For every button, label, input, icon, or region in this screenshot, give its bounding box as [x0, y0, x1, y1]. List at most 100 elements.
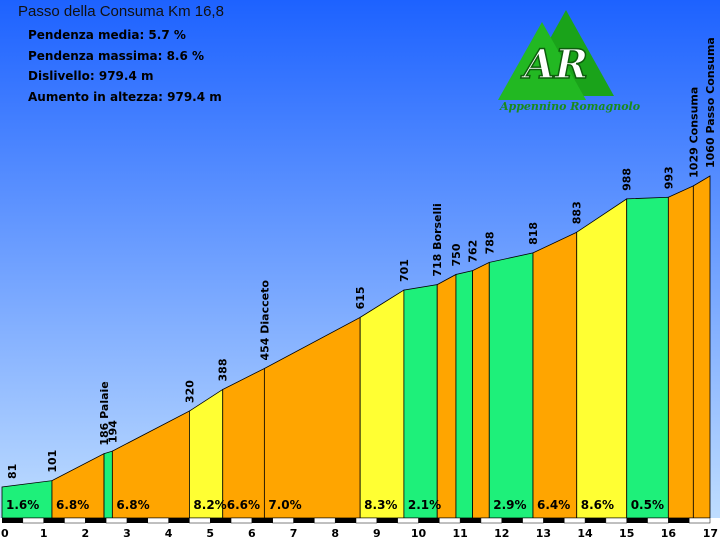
- elevation-label: 883: [571, 201, 584, 224]
- stat-average-gradient: Pendenza media: 5.7 %: [28, 28, 186, 42]
- logo-initials: AR: [520, 41, 588, 88]
- elevation-label: 1060 Passo Consuma: [704, 37, 717, 168]
- x-tick-label: 14: [577, 527, 593, 540]
- profile-segment: [667, 185, 694, 519]
- x-tick-label: 5: [206, 527, 214, 540]
- profile-segment: [532, 231, 578, 519]
- axis-scale-block: [210, 518, 232, 523]
- gradient-label: 1.6%: [6, 498, 39, 512]
- x-tick-label: 13: [536, 527, 551, 540]
- gradient-label: 8.2%: [193, 498, 226, 512]
- elevation-label: 701: [398, 259, 411, 282]
- axis-scale-block: [626, 518, 648, 523]
- axis-scale-block: [230, 517, 253, 524]
- elevation-label: 718 Borselli: [431, 203, 444, 276]
- gradient-labels-layer: 1.6% 6.8% 6.8% 8.2% 6.6% 7.0% 8.3% 2.1% 2.9% 6.4%…: [6, 498, 664, 512]
- x-tick-label: 15: [619, 527, 634, 540]
- x-tick-label: 9: [373, 527, 381, 540]
- stat-max-gradient: Pendenza massima: 8.6 %: [28, 48, 205, 63]
- x-tick-label: 2: [81, 527, 89, 540]
- axis-scale-block: [64, 517, 86, 524]
- axis-scale-block: [293, 518, 315, 523]
- appennino-romagnolo-logo: AR: [498, 10, 614, 100]
- x-tick-label: 6: [248, 527, 256, 540]
- axis-scale-block: [105, 517, 128, 524]
- x-tick-label: 7: [290, 527, 298, 540]
- x-tick-label: 0: [1, 527, 9, 540]
- axis-scale-block: [439, 517, 461, 524]
- profile-segment: [472, 261, 490, 519]
- elevation-label: 81: [6, 464, 19, 479]
- axis-scale-block: [314, 517, 336, 524]
- axis-scale-block: [376, 518, 398, 523]
- x-tick-label: 8: [331, 527, 339, 540]
- profile-segment: [576, 198, 628, 519]
- profile-segment: [626, 196, 669, 519]
- gradient-label: 2.9%: [493, 498, 526, 512]
- gradient-label: 7.0%: [268, 498, 301, 512]
- x-tick-label: 17: [703, 527, 718, 540]
- elevation-label: 988: [621, 168, 634, 191]
- axis-scale-block: [460, 518, 481, 523]
- gradient-label: 0.5%: [631, 498, 664, 512]
- axis-scale-block: [147, 517, 169, 524]
- x-tick-label: 12: [494, 527, 509, 540]
- axis-scale-block: [480, 517, 503, 524]
- chart-title: Passo della Consuma Km 16,8: [18, 3, 224, 20]
- elevation-label: 194: [106, 420, 119, 443]
- x-tick-label: 3: [123, 527, 131, 540]
- stats-panel: Pendenza media: 5.7 % Pendenza massima: …: [28, 25, 222, 107]
- x-tick-label: 10: [411, 527, 427, 540]
- elevation-label: 762: [467, 240, 480, 263]
- axis-scale-block: [168, 518, 190, 523]
- axis-scale-block: [397, 517, 419, 524]
- axis-scale-block: [605, 517, 627, 524]
- logo-mountain-left: [498, 22, 586, 100]
- profile-segment: [692, 175, 711, 519]
- elevation-label: 615: [354, 286, 367, 309]
- axis-scale-block: [272, 517, 294, 524]
- axis-scale-block: [668, 518, 690, 523]
- profile-segment: [488, 252, 534, 519]
- axis-scale-block: [126, 518, 148, 523]
- x-tick-label: 16: [661, 527, 677, 540]
- axis-scale-block: [563, 517, 586, 524]
- gradient-label: 8.3%: [364, 498, 397, 512]
- elevation-label: 1029 Consuma: [687, 87, 700, 178]
- x-tick-label: 1: [40, 527, 48, 540]
- axis-scale-block: [501, 518, 523, 523]
- axis-scale-block: [2, 518, 23, 523]
- x-tick-label: 11: [452, 527, 467, 540]
- elevation-label: 993: [662, 166, 675, 189]
- profile-segment: [436, 273, 457, 519]
- axis-scale-block: [543, 518, 565, 523]
- axis-scale-block: [85, 518, 107, 523]
- axis-scale-block: [585, 518, 606, 523]
- segments-layer: [1, 175, 711, 519]
- gradient-label: 6.4%: [537, 498, 570, 512]
- elevation-label: 186 Palaie: [98, 381, 111, 445]
- elevation-label: 320: [183, 380, 196, 403]
- x-tick-label: 4: [165, 527, 173, 540]
- axis-scale-block: [522, 517, 544, 524]
- profile-segment: [455, 270, 474, 519]
- stat-height-increase: Aumento in altezza: 979.4 m: [28, 89, 222, 104]
- elevation-label: 818: [527, 222, 540, 245]
- axis-scale-block: [418, 518, 440, 523]
- logo-caption: Appennino Romagnolo: [500, 100, 641, 113]
- stat-elevation-gain: Dislivello: 979.4 m: [28, 69, 154, 83]
- profile-segment: [359, 289, 405, 519]
- axis-scale-block: [335, 518, 356, 523]
- profile-segment: [103, 450, 113, 519]
- gradient-label: 2.1%: [408, 498, 441, 512]
- axis-scale-block: [189, 517, 211, 524]
- elevation-label: 750: [450, 243, 463, 266]
- x-axis: 0 1 2 3 4 5 6 7 8 9 10 11 12 13 14 15 16 17: [0, 517, 720, 547]
- gradient-label: 6.8%: [56, 498, 89, 512]
- axis-scale-block: [647, 517, 669, 524]
- gradient-label: 6.6%: [227, 498, 260, 512]
- gradient-label: 8.6%: [581, 498, 614, 512]
- elevation-label: 388: [217, 359, 230, 382]
